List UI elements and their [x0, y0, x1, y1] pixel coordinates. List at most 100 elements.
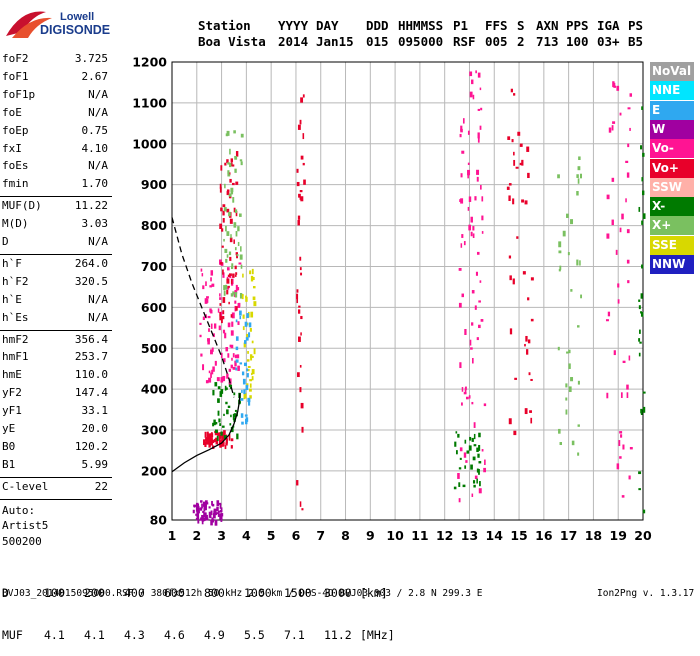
trace-point-vo — [220, 207, 223, 212]
trace-point-vo — [299, 501, 302, 507]
param-row-b1: B1 5.99 — [2, 458, 108, 472]
header-value-10: 03+ — [597, 34, 620, 49]
trace-point-vo — [530, 318, 534, 322]
trace-point-vo — [206, 296, 209, 299]
trace-point-x — [230, 191, 234, 195]
trace-point-x — [214, 429, 218, 434]
trace-point-x — [577, 325, 580, 328]
param-label: h`F — [2, 256, 22, 270]
trace-point-e — [245, 418, 248, 425]
trace-point-x — [230, 187, 234, 193]
trace-point-x — [577, 166, 581, 171]
trace-point-vo — [298, 305, 301, 308]
x-tick-label: 13 — [461, 528, 478, 543]
trace-point-sse — [246, 333, 248, 338]
trace-point-vo — [232, 353, 235, 358]
legend-item-vo: Vo+ — [650, 158, 694, 178]
trace-point-vo — [465, 460, 468, 463]
trace-point-x — [579, 173, 583, 179]
x-tick-label: 7 — [316, 528, 325, 543]
trace-point-x — [219, 391, 223, 397]
trace-point-vo — [296, 181, 300, 187]
auto-line: Artist5 — [2, 519, 49, 533]
trace-point-vo — [509, 328, 513, 335]
trace-point-x — [239, 159, 243, 162]
trace-point-vo — [469, 71, 473, 77]
trace-point-x — [557, 346, 560, 351]
trace-point-vo — [236, 287, 240, 291]
trace-point-vo — [204, 298, 208, 304]
trace-point-vo — [230, 162, 233, 167]
param-row-hes: h`Es N/A — [2, 311, 108, 325]
trace-point-vo — [458, 267, 462, 271]
trace-point-x — [217, 398, 220, 403]
trace-point-vo — [478, 324, 481, 329]
trace-point-x — [229, 162, 232, 168]
trace-point-e — [239, 310, 242, 316]
trace-point-vo — [220, 352, 223, 358]
trace-point-vo — [463, 452, 467, 458]
d-muf-table: D 100 200 400 600 800 1000 1500 3000 [km] MUF 4.1 4… — [2, 558, 395, 656]
trace-point-vo — [229, 256, 232, 261]
trace-point-vo — [608, 127, 612, 133]
trace-point-x — [214, 421, 218, 425]
trace-point-vo — [219, 223, 223, 229]
trace-point-w — [220, 517, 223, 522]
trace-point-e — [241, 421, 244, 425]
trace-point-x — [559, 265, 562, 270]
trace-point-vo — [299, 387, 302, 393]
param-value: 110.0 — [74, 368, 108, 382]
trace-point-vo — [519, 143, 523, 147]
trace-point-vo — [222, 329, 226, 334]
header-label-4: HHMMSS — [398, 18, 444, 33]
trace-point-vo — [296, 298, 299, 304]
trace-point-vo — [464, 329, 467, 335]
trace-point-e — [246, 373, 249, 378]
muf-cell: 5.5 — [244, 628, 265, 642]
trace-point-vo — [226, 278, 230, 284]
trace-point-vo — [463, 391, 467, 395]
trace-point-e — [246, 368, 249, 372]
trace-point-vo — [238, 302, 241, 307]
muf-cell: 4.6 — [164, 628, 185, 642]
trace-point-vo — [210, 437, 213, 442]
trace-point-e — [235, 359, 239, 363]
trace-point-vo — [628, 475, 631, 480]
trace-point-vo — [230, 314, 233, 318]
trace-point-vo — [226, 191, 230, 196]
trace-point-vo — [202, 316, 205, 321]
trace-point-vo — [211, 283, 215, 287]
trace-point-e — [235, 367, 238, 371]
trace-point-x — [476, 468, 479, 473]
param-value: 147.4 — [74, 386, 108, 400]
trace-point-vo — [513, 151, 515, 156]
param-row-foes: foEs N/A — [2, 159, 108, 173]
trace-point-vo — [509, 275, 512, 281]
trace-point-x — [233, 392, 236, 396]
trace-point-vo — [226, 189, 230, 192]
trace-point-vo — [229, 178, 232, 183]
trace-point-x — [454, 441, 457, 447]
header-value-2: Jan15 — [316, 34, 354, 49]
header-label-6: FFS — [485, 18, 508, 33]
trace-point-vo — [615, 249, 618, 255]
param-value: N/A — [88, 105, 108, 119]
trace-point-vo — [227, 353, 230, 358]
trace-point-vo — [625, 198, 627, 203]
trace-point-vo — [616, 85, 620, 91]
trace-point-x — [455, 450, 458, 455]
trace-point-e — [245, 385, 249, 391]
trace-point-vo — [301, 426, 304, 433]
trace-point-x — [223, 285, 226, 291]
auto-line: Auto: — [2, 503, 36, 517]
param-row-yf2: yF2 147.4 — [2, 386, 108, 400]
trace-point-vo — [219, 432, 222, 435]
y-tick-label: 800 — [141, 218, 167, 233]
trace-point-sse — [245, 296, 248, 302]
trace-point-x — [476, 447, 479, 453]
param-value: N/A — [88, 87, 108, 101]
y-tick-label: 80 — [150, 513, 168, 528]
trace-point-vo — [522, 271, 526, 275]
param-label: yF1 — [2, 404, 22, 418]
panel-separator — [0, 329, 112, 331]
